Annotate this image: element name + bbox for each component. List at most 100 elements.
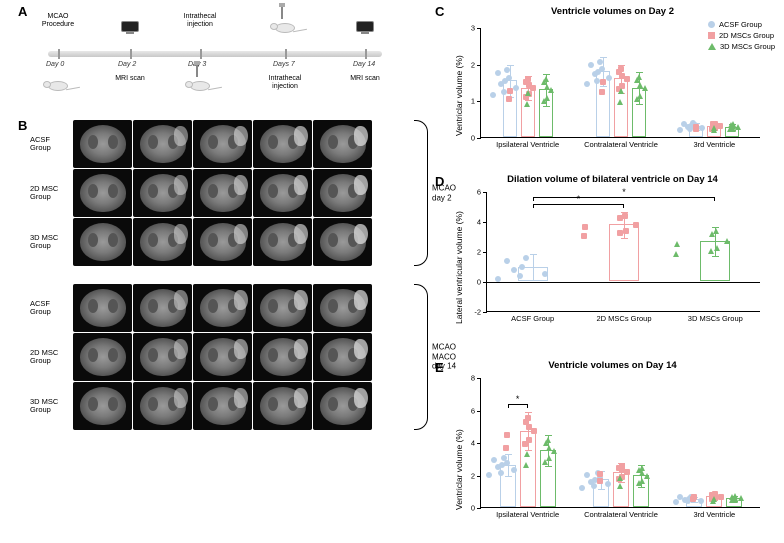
scatter-point <box>506 75 512 81</box>
scatter-point <box>724 238 730 244</box>
ytick-label: 2 <box>471 471 475 480</box>
scatter-point <box>543 76 549 82</box>
panel-c-label: C <box>435 4 444 19</box>
mri-row: 3D MSCGroup <box>30 218 410 266</box>
rat-syringe-icon <box>186 73 214 91</box>
chart-d-title: Dilation volume of bilateral ventricle o… <box>450 174 775 185</box>
scatter-point <box>523 462 529 468</box>
mri-row: 2D MSCGroup <box>30 169 410 217</box>
scatter-point <box>542 271 548 277</box>
scatter-point <box>624 469 630 475</box>
mri-slice <box>193 284 252 332</box>
mri-block: ACSFGroup2D MSCGroup3D MSCGroupMCAOMACOd… <box>30 284 410 430</box>
scatter-point <box>504 460 510 466</box>
scatter-point <box>691 494 697 500</box>
scatter-point <box>599 89 605 95</box>
mri-slice <box>193 333 252 381</box>
monitor-icon <box>121 21 139 35</box>
scatter-point <box>579 485 585 491</box>
scatter-point <box>507 88 513 94</box>
scatter-point <box>504 258 510 264</box>
mri-slice <box>193 382 252 430</box>
scatter-point <box>584 472 590 478</box>
chart-e-plot: 02468Ipsilateral VentricleContralateral … <box>480 378 760 508</box>
scatter-point <box>711 496 717 502</box>
scatter-point <box>551 448 557 454</box>
scatter-point <box>636 74 642 80</box>
scatter-point <box>491 457 497 463</box>
mri-slice <box>73 120 132 168</box>
scatter-point <box>617 230 623 236</box>
mri-slice <box>133 284 192 332</box>
scatter-point <box>699 125 705 131</box>
ytick-label: 8 <box>471 374 475 383</box>
mri-block: ACSFGroup2D MSCGroup3D MSCGroupMCAOday 2 <box>30 120 410 266</box>
ytick-label: 3 <box>471 24 475 33</box>
mri-row-label: 2D MSCGroup <box>30 185 72 202</box>
ytick-label: 0 <box>477 278 481 287</box>
scatter-point <box>623 228 629 234</box>
xtick-label: Ipsilateral Ventricle <box>481 141 574 149</box>
scatter-point <box>544 84 550 90</box>
mri-slice <box>253 169 312 217</box>
scatter-point <box>495 276 501 282</box>
scatter-point <box>622 213 628 219</box>
scatter-point <box>637 93 643 99</box>
scatter-point <box>677 127 683 133</box>
scatter-point <box>639 478 645 484</box>
scatter-point <box>599 66 605 72</box>
scatter-point <box>525 90 531 96</box>
mri-row: ACSFGroup <box>30 284 410 332</box>
mri-slice <box>73 169 132 217</box>
scatter-point <box>588 62 594 68</box>
panel-b-mri: ACSFGroup2D MSCGroup3D MSCGroupMCAOday 2… <box>30 120 410 448</box>
scatter-point <box>673 251 679 257</box>
ytick-label: 0 <box>471 504 475 513</box>
scatter-point <box>591 483 597 489</box>
timeline-day-label: Day 2 <box>118 61 136 68</box>
chart-e-ylabel: Ventriclar volume (%) <box>454 429 464 510</box>
ytick-label: 1 <box>471 97 475 106</box>
sig-bracket <box>508 404 528 405</box>
scatter-point <box>513 85 519 91</box>
scatter-point <box>498 470 504 476</box>
scatter-point <box>619 73 625 79</box>
ytick-label: -2 <box>474 308 481 317</box>
mri-row: ACSFGroup <box>30 120 410 168</box>
xtick-label: ACSF Group <box>487 315 578 323</box>
bracket-icon <box>414 284 428 430</box>
mri-slice <box>133 120 192 168</box>
xtick-label: 3rd Ventricle <box>668 141 761 149</box>
scatter-point <box>644 473 650 479</box>
mri-slice <box>313 284 372 332</box>
ytick-label: 2 <box>471 60 475 69</box>
panel-e-chart: Ventricle volumes on Day 14 Ventriclar v… <box>450 360 775 535</box>
scatter-point <box>732 495 738 501</box>
scatter-point <box>546 455 552 461</box>
scatter-point <box>504 67 510 73</box>
scatter-point <box>738 495 744 501</box>
scatter-point <box>524 451 530 457</box>
rat-icon <box>44 73 72 91</box>
mri-row: 2D MSCGroup <box>30 333 410 381</box>
scatter-point <box>526 424 532 430</box>
scatter-point <box>711 125 717 131</box>
scatter-point <box>617 99 623 105</box>
xtick-label: 2D MSCs Group <box>578 315 669 323</box>
mri-slice <box>313 169 372 217</box>
scatter-point <box>674 241 680 247</box>
sig-star: * <box>577 194 581 204</box>
scatter-point <box>698 498 704 504</box>
timeline-day-label: Days 7 <box>273 61 295 68</box>
chart-c-plot: 0123Ipsilateral VentricleContralateral V… <box>480 28 760 138</box>
scatter-point <box>519 264 525 270</box>
mri-slice <box>73 284 132 332</box>
scatter-point <box>708 248 714 254</box>
errorbar <box>508 454 509 477</box>
mri-slice <box>253 218 312 266</box>
scatter-point <box>618 66 624 72</box>
timeline-bottom-text: MRI scan <box>335 75 395 83</box>
scatter-point <box>504 432 510 438</box>
sig-bracket <box>533 197 716 198</box>
scatter-point <box>523 255 529 261</box>
